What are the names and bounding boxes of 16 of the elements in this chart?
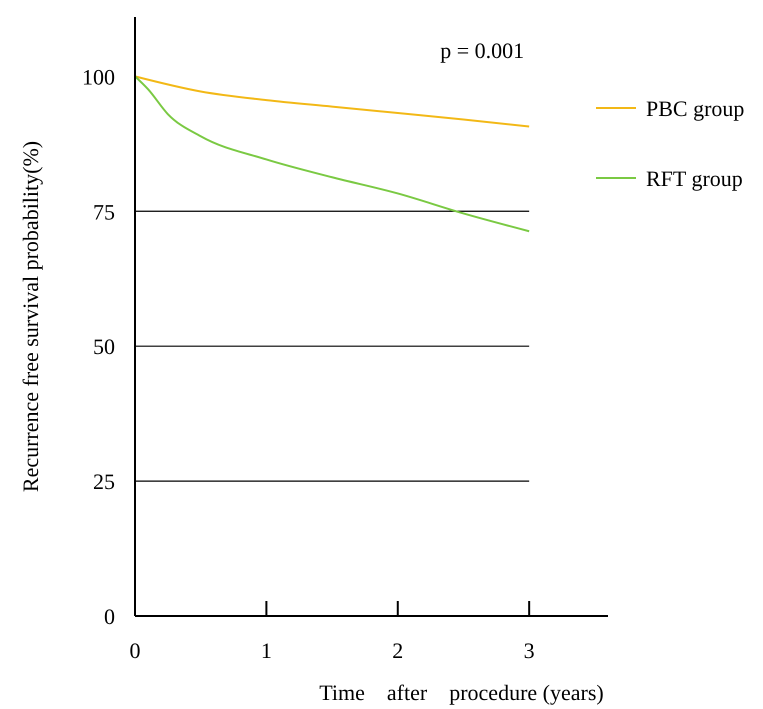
legend-label: RFT group (646, 166, 743, 191)
legend-label: PBC group (646, 96, 744, 121)
line-series (134, 75, 530, 128)
y-tick-label: 25 (93, 469, 115, 494)
y-tick-label: 50 (93, 334, 115, 360)
y-tick-label: 0 (104, 604, 115, 629)
x-tick-label: 1 (260, 638, 272, 663)
x-tick-label: 0 (130, 638, 140, 663)
x-tick-label: 3 (524, 638, 535, 663)
line-series (134, 75, 530, 232)
y-tick-label: 75 (93, 199, 115, 224)
y-tick-label: 100 (82, 64, 115, 90)
annotation: p = 0.001 (440, 38, 524, 63)
x-axis-title: Time after procedure (years) (319, 680, 604, 705)
x-tick-label: 2 (392, 638, 404, 663)
y-axis-title: Recurrence free survival probability(%) (18, 140, 43, 492)
